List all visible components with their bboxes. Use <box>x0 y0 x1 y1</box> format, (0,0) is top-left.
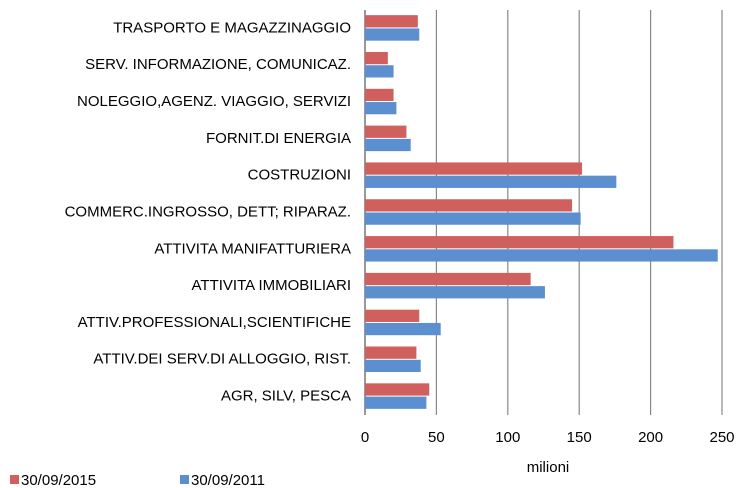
bar <box>365 212 581 225</box>
bar <box>365 15 418 28</box>
bar <box>365 125 407 138</box>
y-tick-label: SERV. INFORMAZIONE, COMUNICAZ. <box>85 56 351 73</box>
bar <box>365 383 430 396</box>
y-tick-label: TRASPORTO E MAGAZZINAGGIO <box>113 19 351 36</box>
y-tick-label: COMMERC.INGROSSO, DETT; RIPARAZ. <box>65 203 351 220</box>
bar <box>365 175 617 188</box>
y-tick-label: ATTIVITA MANIFATTURIERA <box>154 240 351 257</box>
x-tick-label: 150 <box>567 429 592 446</box>
y-tick-label: NOLEGGIO,AGENZ. VIAGGIO, SERVIZI <box>77 93 351 110</box>
x-tick-label: 50 <box>428 429 445 446</box>
y-tick-label: ATTIV.PROFESSIONALI,SCIENTIFICHE <box>78 314 351 331</box>
x-tick-label: 250 <box>709 429 734 446</box>
bar <box>365 346 417 359</box>
bar <box>365 199 573 212</box>
bar <box>365 322 441 336</box>
y-tick-label: ATTIVITA IMMOBILIARI <box>192 277 351 294</box>
legend-swatch <box>180 475 189 484</box>
x-tick-label: 0 <box>361 429 369 446</box>
bar <box>365 88 394 102</box>
y-tick-label: COSTRUZIONI <box>248 167 351 184</box>
bar <box>365 272 531 286</box>
bar <box>365 236 674 249</box>
legend-label: 30/09/2011 <box>191 472 265 488</box>
bar <box>365 28 420 41</box>
bar <box>365 162 583 175</box>
bar <box>365 138 411 152</box>
bar <box>365 396 427 409</box>
legend-swatch <box>10 475 19 484</box>
bar <box>365 309 420 322</box>
bar <box>365 286 545 299</box>
y-tick-label: ATTIV.DEI SERV.DI ALLOGGIO, RIST. <box>93 351 351 368</box>
bar <box>365 102 397 115</box>
bar <box>365 65 394 78</box>
legend-label: 30/09/2015 <box>21 472 96 488</box>
bar <box>365 359 421 373</box>
y-tick-label: AGR, SILV, PESCA <box>221 388 351 405</box>
y-tick-label: FORNIT.DI ENERGIA <box>206 130 351 147</box>
x-axis-label: milioni <box>527 459 570 476</box>
bar <box>365 249 718 262</box>
x-tick-label: 100 <box>495 429 520 446</box>
bar <box>365 51 388 65</box>
x-tick-label: 200 <box>638 429 663 446</box>
